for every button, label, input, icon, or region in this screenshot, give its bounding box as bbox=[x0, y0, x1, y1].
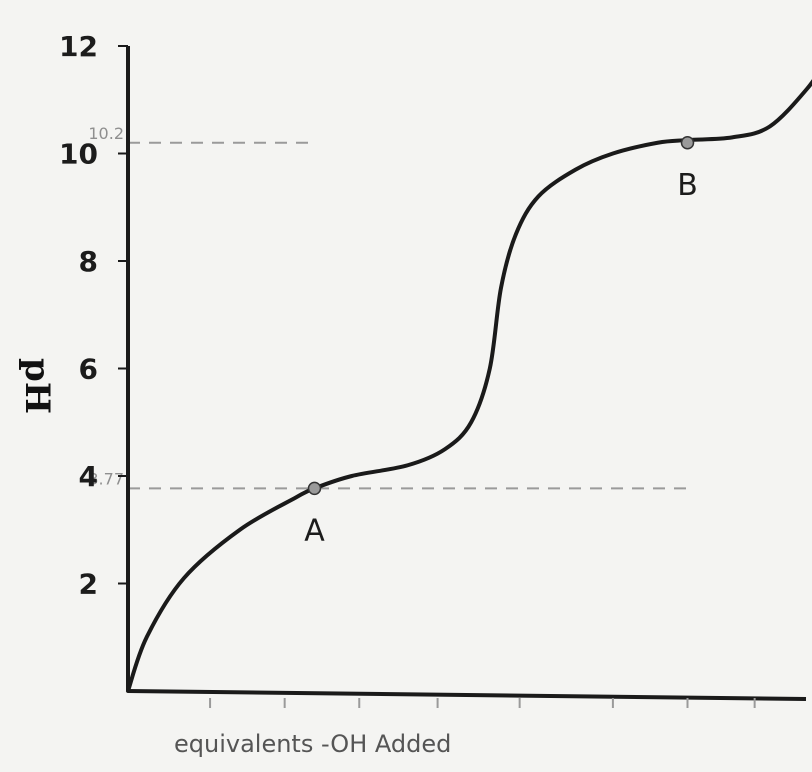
point-a-marker bbox=[307, 481, 322, 496]
point-b-label: B bbox=[677, 168, 698, 203]
reference-label: 10.2 bbox=[88, 124, 124, 143]
point-markers: AB bbox=[304, 136, 698, 548]
y-tick-label: 2 bbox=[79, 568, 98, 601]
y-axis-ticks: 12 10 8 6 4 2 bbox=[59, 30, 128, 601]
y-tick-label: 10 bbox=[59, 138, 98, 171]
point-b-marker bbox=[680, 136, 695, 150]
x-axis-title: equivalents -OH Added bbox=[174, 730, 451, 758]
reference-label: 3.77 bbox=[88, 469, 124, 488]
y-tick-label: 12 bbox=[59, 30, 98, 63]
x-axis-line bbox=[127, 689, 807, 701]
y-axis-title: pH bbox=[17, 358, 57, 414]
reference-lines: 10.2 3.77 bbox=[88, 124, 688, 490]
y-tick-label: 6 bbox=[79, 353, 98, 386]
titration-curve bbox=[126, 79, 812, 693]
y-tick-label: 8 bbox=[79, 245, 98, 278]
axes bbox=[126, 46, 807, 701]
x-axis-ticks bbox=[209, 698, 756, 708]
point-a-label: A bbox=[304, 513, 325, 548]
y-tick-label: 4 bbox=[79, 460, 98, 493]
